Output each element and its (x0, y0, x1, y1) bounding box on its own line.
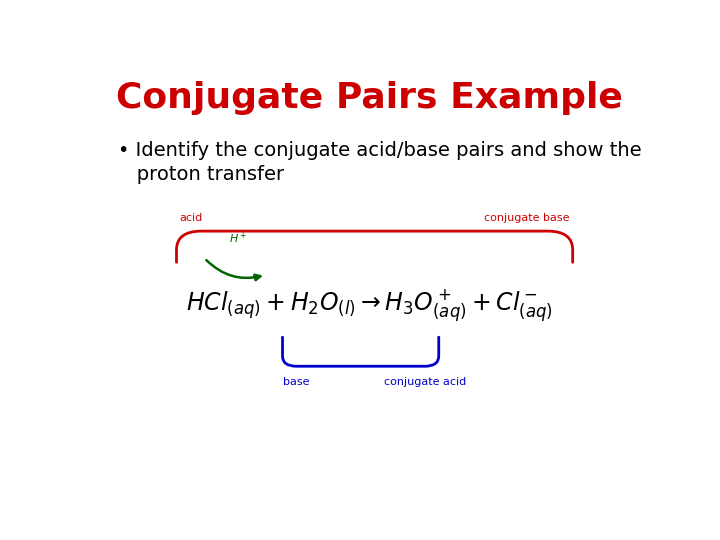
Text: proton transfer: proton transfer (118, 165, 284, 185)
Text: acid: acid (179, 213, 202, 223)
Text: • Identify the conjugate acid/base pairs and show the: • Identify the conjugate acid/base pairs… (118, 140, 642, 159)
Text: $H^+$: $H^+$ (229, 231, 247, 246)
Text: conjugate base: conjugate base (485, 213, 570, 223)
Text: conjugate acid: conjugate acid (384, 377, 466, 387)
Text: Conjugate Pairs Example: Conjugate Pairs Example (116, 81, 622, 115)
Text: base: base (283, 377, 310, 387)
Text: $HCl_{(aq)} + H_2O_{(l)} \rightarrow H_3O^+_{(aq)} + Cl^-_{(aq)}$: $HCl_{(aq)} + H_2O_{(l)} \rightarrow H_3… (186, 288, 552, 324)
